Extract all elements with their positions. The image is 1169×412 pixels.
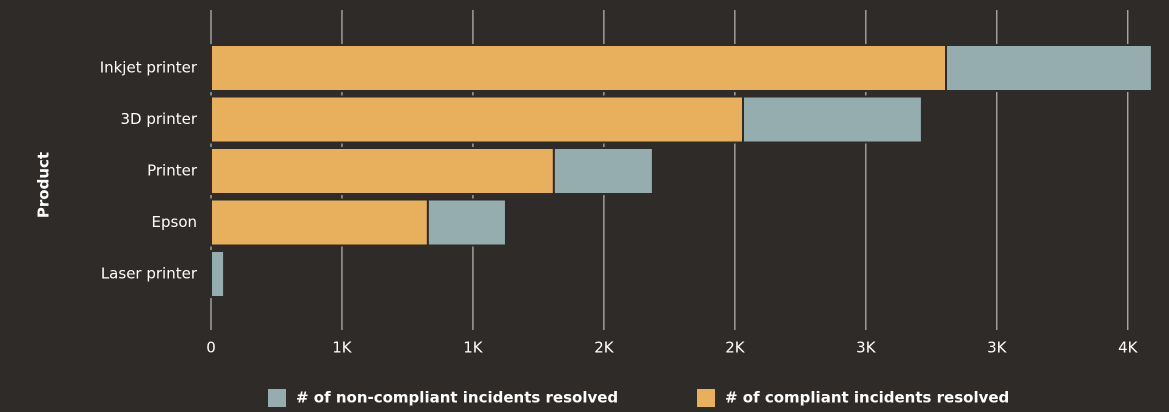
y-tick-label: Epson	[152, 213, 198, 231]
bar-segment	[210, 147, 555, 195]
x-tick-label: 2K	[594, 339, 615, 357]
legend-swatch	[697, 389, 715, 407]
y-tick-label: 3D printer	[120, 110, 197, 128]
bar-segment	[426, 198, 507, 247]
x-tick-label: 4K	[1118, 339, 1139, 357]
bar-segment	[210, 44, 948, 92]
y-tick-label: Laser printer	[101, 265, 198, 283]
y-tick-label: Printer	[147, 162, 198, 180]
x-tick-label: 1K	[463, 339, 484, 357]
legend-label: # of compliant incidents resolved	[725, 389, 1009, 407]
x-tick-label: 2K	[725, 339, 746, 357]
bar-segment	[742, 95, 923, 144]
x-tick-label: 0	[206, 339, 216, 357]
x-tick-label: 3K	[856, 339, 877, 357]
legend-label: # of non-compliant incidents resolved	[296, 389, 618, 407]
y-tick-label: Inkjet printer	[100, 59, 198, 77]
bar-segment	[210, 198, 429, 247]
legend-swatch	[268, 389, 286, 407]
x-tick-label: 1K	[332, 339, 353, 357]
bar-segment	[945, 44, 1153, 92]
bar-segment	[210, 250, 226, 298]
bar-segment	[210, 95, 745, 144]
x-tick-label: 3K	[987, 339, 1008, 357]
bar-segment	[552, 147, 654, 195]
y-axis-label: Product	[35, 152, 53, 218]
